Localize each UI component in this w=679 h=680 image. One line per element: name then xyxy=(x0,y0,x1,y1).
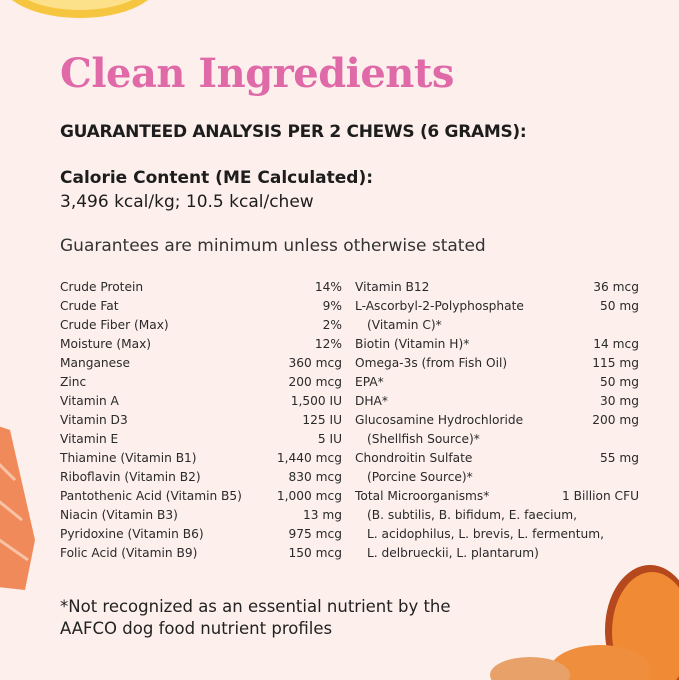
nutrient-value: 1,440 mcg xyxy=(276,451,342,465)
nutrient-value: 125 IU xyxy=(302,413,342,427)
nutrient-row: Crude Protein 14% xyxy=(60,278,342,297)
nutrient-name-continuation: L. delbrueckii, L. plantarum) xyxy=(367,546,539,560)
nutrient-row: Vitamin D3 125 IU xyxy=(60,411,342,430)
nutrient-name-continuation: (B. subtilis, B. bifidum, E. faecium, xyxy=(367,508,577,522)
nutrient-value: 36 mcg xyxy=(593,280,639,294)
nutrient-name: Vitamin E xyxy=(60,432,119,446)
nutrient-value: 50 mg xyxy=(600,375,639,389)
nutrient-name-continuation: L. acidophilus, L. brevis, L. fermentum, xyxy=(367,527,605,541)
nutrient-value: 30 mg xyxy=(600,394,639,408)
calorie-heading: Calorie Content (ME Calculated): xyxy=(60,168,374,188)
nutrient-value: 1 Billion CFU xyxy=(561,489,639,503)
nutrient-row: Pantothenic Acid (Vitamin B5) 1,000 mcg xyxy=(60,487,342,506)
nutrient-row: Zinc 200 mcg xyxy=(60,373,342,392)
nutrient-name: Zinc xyxy=(60,375,87,389)
nutrient-value: 5 IU xyxy=(317,432,342,446)
nutrient-row: EPA* 50 mg xyxy=(355,373,639,392)
nutrient-value: 14% xyxy=(314,280,342,294)
lemon-slice-image xyxy=(11,0,149,18)
nutrient-row: Thiamine (Vitamin B1) 1,440 mcg xyxy=(60,449,342,468)
nutrient-row: Crude Fiber (Max) 2% xyxy=(60,316,342,335)
nutrient-name: Chondroitin Sulfate xyxy=(355,451,473,465)
nutrient-row: Total Microorganisms* 1 Billion CFU xyxy=(355,487,639,506)
nutrient-value: 975 mcg xyxy=(288,527,342,541)
page-title: Clean Ingredients xyxy=(60,50,454,97)
nutrient-name: Crude Fat xyxy=(60,299,119,313)
nutrient-value: 200 mcg xyxy=(288,375,342,389)
nutrient-name: Vitamin A xyxy=(60,394,119,408)
nutrient-name: Glucosamine Hydrochloride xyxy=(355,413,524,427)
nutrient-list-right: Vitamin B12 36 mcg L-Ascorbyl-2-Polyphosph… xyxy=(355,278,639,563)
nutrient-name: Pyridoxine (Vitamin B6) xyxy=(60,527,204,541)
nutrient-name: Biotin (Vitamin H)* xyxy=(355,337,470,351)
nutrient-name: Vitamin D3 xyxy=(60,413,128,427)
nutrient-value: 1,000 mcg xyxy=(276,489,342,503)
nutrient-name: L-Ascorbyl-2-Polyphosphate xyxy=(355,299,524,313)
nutrient-name: DHA* xyxy=(355,394,388,408)
nutrient-row: Vitamin A 1,500 IU xyxy=(60,392,342,411)
nutrient-row: Crude Fat 9% xyxy=(60,297,342,316)
nutrient-value: 1,500 IU xyxy=(290,394,342,408)
nutrient-row: Omega-3s (from Fish Oil) 115 mg xyxy=(355,354,639,373)
nutrient-name: Riboflavin (Vitamin B2) xyxy=(60,470,201,484)
salmon-image xyxy=(0,426,35,590)
nutrient-value: 360 mcg xyxy=(288,356,342,370)
footnote-line: *Not recognized as an essential nutrient… xyxy=(60,597,451,616)
nutrient-name: Total Microorganisms* xyxy=(355,489,490,503)
guarantee-note: Guarantees are minimum unless otherwise … xyxy=(60,236,486,256)
footnote: *Not recognized as an essential nutrient… xyxy=(60,596,451,640)
nutrient-name-continuation: (Porcine Source)* xyxy=(367,470,473,484)
nutrient-name: Folic Acid (Vitamin B9) xyxy=(60,546,198,560)
nutrient-value: 13 mg xyxy=(303,508,342,522)
nutrient-row: Moisture (Max) 12% xyxy=(60,335,342,354)
nutrient-row: L-Ascorbyl-2-Polyphosphate 50 mg xyxy=(355,297,639,316)
nutrient-list-left: Crude Protein 14% Crude Fat 9% Crude Fiber (… xyxy=(60,278,342,563)
footnote-line: AAFCO dog food nutrient profiles xyxy=(60,619,333,638)
nutrient-value: 150 mcg xyxy=(288,546,342,560)
nutrient-value: 2% xyxy=(322,318,342,332)
nutrient-row: Biotin (Vitamin H)* 14 mcg xyxy=(355,335,639,354)
nutrient-name: Crude Protein xyxy=(60,280,144,294)
nutrient-row: Riboflavin (Vitamin B2) 830 mcg xyxy=(60,468,342,487)
nutrient-value: 14 mcg xyxy=(593,337,639,351)
nutrient-value: 9% xyxy=(322,299,342,313)
nutrient-value: 830 mcg xyxy=(288,470,342,484)
nutrient-value: 50 mg xyxy=(600,299,639,313)
nutrient-name: Niacin (Vitamin B3) xyxy=(60,508,178,522)
nutrient-name: Omega-3s (from Fish Oil) xyxy=(355,356,508,370)
nutrient-name: Thiamine (Vitamin B1) xyxy=(60,451,197,465)
nutrient-name-continuation: (Vitamin C)* xyxy=(367,318,442,332)
nutrient-name: Manganese xyxy=(60,356,130,370)
nutrient-row: Vitamin E 5 IU xyxy=(60,430,342,449)
nutrient-name: Pantothenic Acid (Vitamin B5) xyxy=(60,489,242,503)
nutrient-name: Vitamin B12 xyxy=(355,280,430,294)
nutrient-value: 12% xyxy=(314,337,342,351)
nutrient-row: Vitamin B12 36 mcg xyxy=(355,278,639,297)
nutrient-value: 55 mg xyxy=(600,451,639,465)
nutrient-name: Moisture (Max) xyxy=(60,337,152,351)
nutrient-name-continuation: (Shellfish Source)* xyxy=(367,432,480,446)
calorie-value: 3,496 kcal/kg; 10.5 kcal/chew xyxy=(60,192,314,212)
nutrient-row: Glucosamine Hydrochloride 200 mg xyxy=(355,411,639,430)
sweet-potato-image xyxy=(490,565,679,680)
nutrient-row: DHA* 30 mg xyxy=(355,392,639,411)
nutrient-row: Chondroitin Sulfate 55 mg xyxy=(355,449,639,468)
guaranteed-analysis-heading: GUARANTEED ANALYSIS PER 2 CHEWS (6 GRAMS… xyxy=(60,122,527,142)
nutrient-row: Folic Acid (Vitamin B9) 150 mcg xyxy=(60,544,342,563)
nutrient-value: 200 mg xyxy=(592,413,639,427)
nutrient-name: Crude Fiber (Max) xyxy=(60,318,169,332)
nutrient-row: Manganese 360 mcg xyxy=(60,354,342,373)
nutrient-value: 115 mg xyxy=(592,356,639,370)
nutrient-row: Pyridoxine (Vitamin B6) 975 mcg xyxy=(60,525,342,544)
nutrient-row: Niacin (Vitamin B3) 13 mg xyxy=(60,506,342,525)
nutrient-name: EPA* xyxy=(355,375,384,389)
